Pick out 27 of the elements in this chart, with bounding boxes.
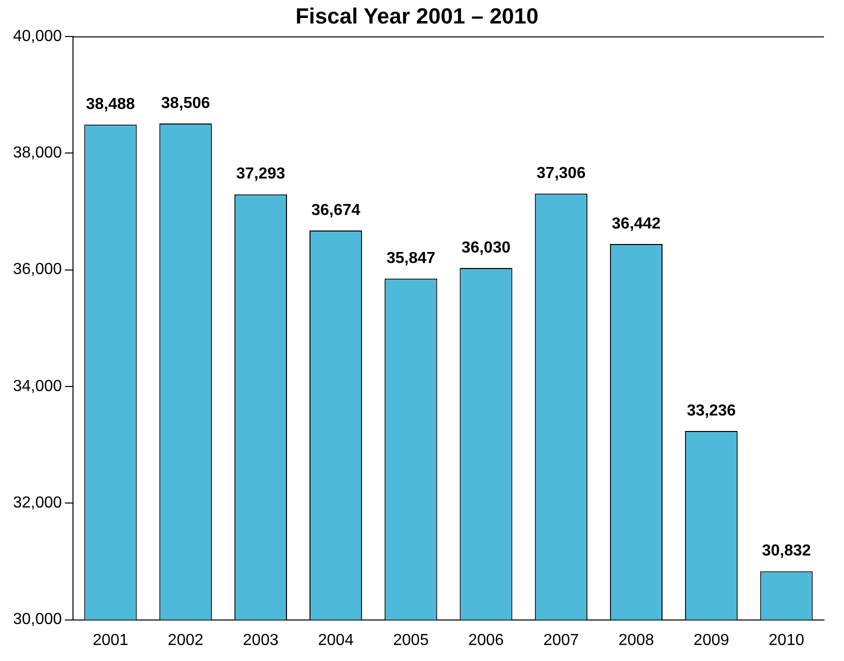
data-label: 37,306 [536,164,586,182]
x-tick-label: 2001 [92,632,128,649]
data-label: 36,442 [612,215,661,232]
x-tick-label: 2006 [468,632,504,649]
data-label: 38,488 [86,96,136,114]
data-label: 36,674 [311,202,360,219]
x-tick-label: 2005 [393,632,429,649]
x-tick-label: 2007 [543,632,580,649]
data-label: 37,293 [236,166,286,183]
y-tick-label: 30,000 [13,611,62,628]
y-tick-label: 40,000 [13,28,62,45]
y-tick-label: 38,000 [13,144,62,162]
data-label: 38,506 [161,94,210,112]
y-tick-label: 34,000 [13,378,62,395]
chart-title: Fiscal Year 2001 – 2010 [295,3,539,28]
x-tick-label: 2010 [768,632,804,649]
x-tick-label: 2002 [168,632,204,649]
x-tick-label: 2009 [694,632,730,649]
x-tick-label: 2008 [618,632,654,649]
x-tick-label: 2004 [318,632,354,649]
data-label: 35,847 [386,250,436,268]
y-tick-label: 36,000 [13,261,62,278]
data-label: 36,030 [462,239,511,256]
y-tick-label: 32,000 [13,494,62,512]
data-label: 33,236 [686,402,736,420]
x-tick-label: 2003 [242,632,279,649]
data-label: 30,832 [762,542,812,560]
